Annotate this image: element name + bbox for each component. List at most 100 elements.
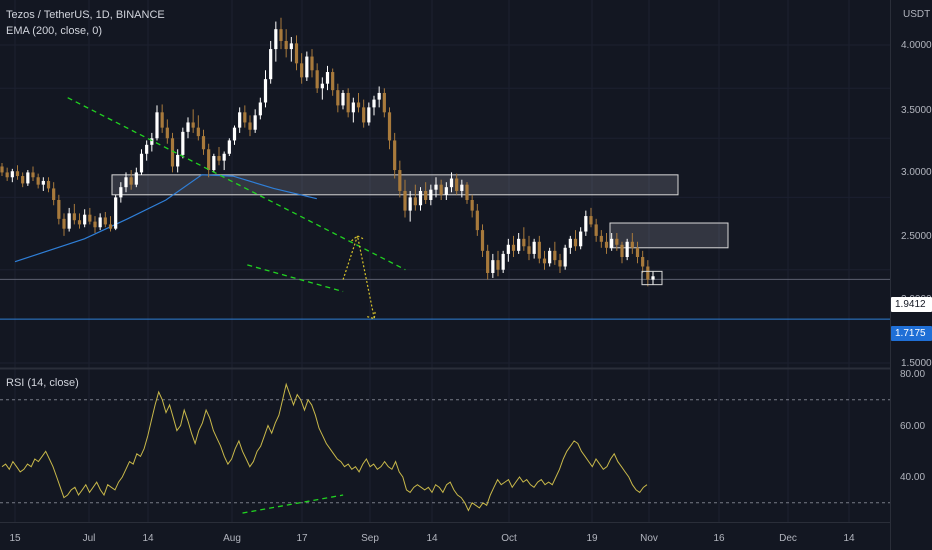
time-label: 15 [9,533,21,544]
candle-body [108,224,113,229]
candle-body [201,136,206,150]
price-tick-3.5: 3.5000 [901,105,932,116]
candle-body [232,127,237,141]
candle-body [134,172,138,185]
candle-body [31,172,35,178]
candle-body [501,253,505,270]
candle-body [238,112,242,128]
candle-body [103,217,107,225]
candle-body [594,224,598,236]
candle-body [217,156,221,161]
rsi-axis[interactable]: 80.00 60.00 40.00 [900,369,925,483]
rsi-pane[interactable] [0,382,890,514]
candle-body [0,166,4,173]
candle-body [625,241,629,258]
candle-body [67,213,71,229]
candle-body [351,102,355,113]
support-price-tag: 1.7175 [891,326,932,341]
candle-body [263,79,268,103]
candle-body [248,122,252,130]
candle-body [62,218,66,229]
candle-body [439,184,443,195]
candle-body [460,184,464,191]
candle-body [181,131,185,155]
candle-body [124,177,128,188]
lower-trendline [247,264,344,293]
candle-body [310,56,314,71]
candle-body [119,187,123,198]
candle-body [511,244,516,251]
candle-body [129,177,133,185]
candle-body [573,238,578,247]
candle-body [83,214,87,225]
candle-body [5,172,9,178]
candle-body [186,122,190,132]
candle-body [429,189,433,200]
candle-body [615,238,619,245]
candle-body [139,153,144,173]
candle-body [72,213,76,221]
candle-body [646,266,650,280]
candle-body [568,238,572,248]
candle-body [641,257,645,267]
time-axis[interactable]: 15 Jul 14 Aug 17 Sep 14 Oct 19 Nov 16 De… [9,533,855,544]
candle-body [93,221,97,228]
candle-body [15,171,20,177]
candle-body [145,144,149,154]
candle-body [170,138,175,167]
rsi-indicator-label[interactable]: RSI (14, close) [6,377,79,389]
candle-body [212,156,216,171]
ema-indicator-label[interactable]: EMA (200, close, 0) [6,25,102,37]
zone-lower [609,222,729,249]
candle-body [444,187,448,195]
grid [0,0,890,522]
candle-body [558,260,562,267]
candle-body [398,170,402,191]
candle-body [284,40,288,50]
current-bar-box [641,270,663,286]
candle-body [604,241,609,248]
time-label: Sep [361,533,379,544]
candle-body [77,220,82,225]
candle-body [408,197,412,211]
candle-body [367,107,371,123]
candle-body [41,180,45,185]
candle-body [165,127,169,139]
ema-200-line [14,174,317,263]
projection-arrowhead-2 [367,310,376,320]
time-label: 17 [296,533,308,544]
candle-body [362,107,366,123]
candle-body [635,247,640,258]
candle-body [346,92,350,113]
candle-body [382,92,386,113]
candle-body [434,184,438,190]
price-pane[interactable] [0,17,890,320]
time-label: Nov [640,533,658,544]
candle-body [548,250,552,264]
price-axis-currency: USDT [903,9,930,20]
time-label: Oct [501,533,517,544]
candles [0,17,655,287]
symbol-title[interactable]: Tezos / TetherUS, 1D, BINANCE [6,9,165,21]
rsi-line [1,382,648,512]
candle-body [243,112,247,123]
current-price-tag: 1.9412 [891,297,932,312]
candle-body [475,210,479,231]
candle-body [584,216,588,232]
candle-body [393,140,397,171]
candle-body [274,29,278,50]
candle-body [563,247,567,267]
candle-body [522,238,526,247]
candle-body [480,230,485,251]
candle-body [403,190,407,211]
candle-body [289,43,293,50]
time-label: 16 [713,533,725,544]
candle-body [486,250,490,273]
candle-body [325,72,330,84]
candle-body [506,244,510,254]
candle-body [315,70,319,89]
candle-body [155,112,159,139]
projection-arrowhead-1 [351,235,364,242]
